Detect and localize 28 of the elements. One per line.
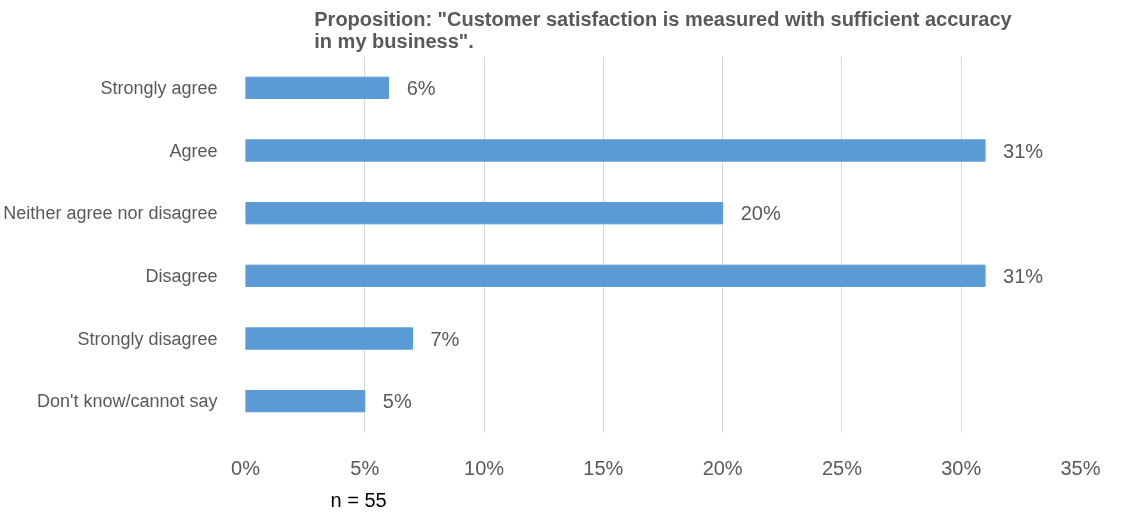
y-tick-label: Strongly disagree [77, 328, 218, 349]
x-tick-label: 20% [702, 456, 743, 479]
y-tick-label: Agree [169, 140, 218, 161]
x-tick-label: 35% [1060, 456, 1101, 479]
data-label: 6% [406, 76, 436, 99]
bar [245, 264, 986, 287]
data-label: 31% [1003, 264, 1044, 287]
x-tick-label: 10% [464, 456, 505, 479]
x-tick-label: 30% [941, 456, 982, 479]
data-label: 7% [430, 327, 460, 350]
bar [245, 390, 366, 413]
data-label: 31% [1003, 139, 1044, 162]
y-tick-label: Strongly agree [100, 77, 218, 98]
data-label: 20% [740, 202, 781, 225]
chart-title: Proposition: "Customer satisfaction is measured with sufficient accuracy in my business". [314, 7, 1013, 52]
bar [245, 327, 413, 350]
y-tick-label: Disagree [145, 265, 218, 286]
bar [245, 76, 390, 99]
x-tick-label: 5% [350, 456, 380, 479]
x-tick-label: 0% [231, 456, 261, 479]
x-tick-label: 25% [821, 456, 863, 479]
bar [245, 139, 986, 162]
x-tick-label: 15% [583, 456, 624, 479]
data-label: 5% [382, 390, 412, 413]
text: n = 55 [330, 488, 387, 511]
y-tick-label: Don't know/cannot say [36, 391, 218, 412]
bar [245, 202, 724, 225]
y-tick-label: Neither agree nor disagree [3, 203, 218, 224]
